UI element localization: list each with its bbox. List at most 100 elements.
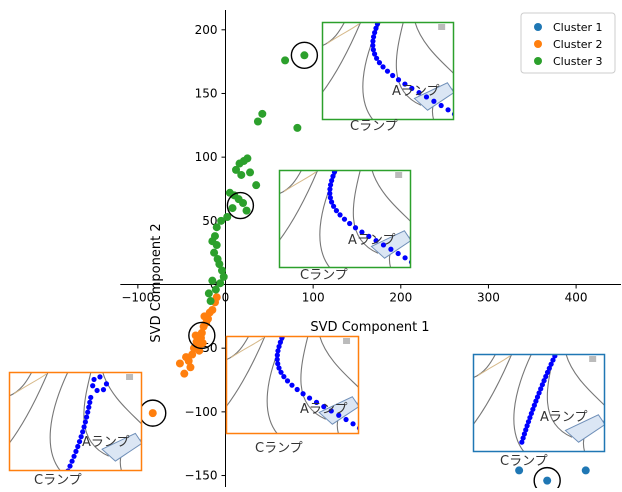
inset-border — [8, 371, 143, 472]
trajectory-dot — [97, 374, 103, 380]
inset-label-c: Cランプ — [350, 119, 398, 134]
trajectory-dots — [370, 22, 454, 117]
trajectory-dot — [275, 348, 281, 354]
inset-map-image — [226, 336, 359, 434]
map-marker — [343, 338, 351, 344]
cluster-2-point — [182, 353, 191, 362]
trajectory-dot — [370, 42, 376, 49]
road-edge — [283, 171, 317, 192]
cluster-2-point — [186, 363, 195, 372]
legend-label: Cluster 3 — [553, 55, 603, 68]
highlight-circle — [533, 466, 561, 492]
trajectory-dot — [330, 173, 336, 179]
trajectory-dot — [395, 250, 401, 257]
trajectory-dot — [289, 382, 295, 388]
trajectory-dot — [402, 255, 408, 261]
trajectory-dot — [536, 390, 542, 396]
trajectory-dot — [388, 246, 394, 252]
trajectory-dot — [321, 404, 327, 410]
map-marker — [395, 172, 403, 178]
legend: Cluster 1 Cluster 2 Cluster 3 — [520, 12, 616, 74]
water-feature — [318, 396, 359, 425]
trajectory-dot — [451, 111, 454, 117]
cluster-3-point — [228, 204, 237, 213]
trajectory-dot — [370, 34, 377, 40]
y-tick-label: 0 — [210, 278, 218, 292]
road-contour — [279, 170, 319, 242]
trajectory-dot — [373, 238, 379, 244]
trajectory-dot — [337, 212, 343, 218]
inset-label-a: Aランプ — [348, 233, 396, 248]
cluster-3-point — [239, 198, 248, 207]
trajectory-dot — [91, 376, 97, 383]
trajectory-dot — [423, 94, 430, 100]
trajectory-dot — [541, 378, 547, 384]
trajectory-dot — [83, 414, 90, 420]
y-tick-label: −150 — [185, 469, 218, 483]
trajectory-dot — [82, 419, 88, 425]
water-feature — [413, 82, 454, 111]
trajectory-dot — [281, 374, 287, 380]
trajectory-dot — [327, 182, 334, 188]
road-contour — [226, 336, 266, 408]
cluster-3-point — [243, 154, 252, 163]
cluster-3-point — [281, 56, 290, 65]
trajectory-dot — [327, 195, 333, 201]
trajectory-dot — [373, 25, 379, 31]
trajectory-dot — [328, 199, 335, 205]
cluster-3-point — [293, 123, 302, 132]
trajectory-dot — [530, 406, 536, 412]
trajectory-dot — [356, 425, 359, 431]
trajectory-dot — [384, 68, 391, 74]
inset-label-a: Aランプ — [392, 84, 440, 99]
cluster-1-point — [543, 476, 552, 485]
x-tick-label: 200 — [389, 291, 412, 305]
cluster-3-point — [217, 216, 226, 225]
road-edge — [477, 355, 511, 376]
water-feature — [564, 414, 605, 443]
trajectory-dot — [539, 382, 545, 388]
trajectory-dot — [327, 190, 333, 197]
trajectory-dot — [329, 177, 335, 184]
cluster-2-point — [191, 331, 200, 340]
trajectory-dot — [372, 29, 378, 36]
trajectory-dot — [445, 107, 451, 113]
x-tick-label: 0 — [222, 291, 230, 305]
trajectory-dot — [528, 410, 534, 417]
inset-map-image — [9, 372, 142, 471]
road-contour — [395, 22, 422, 106]
cluster-1-point — [581, 466, 590, 475]
trajectory-dot — [533, 398, 539, 404]
trajectory-dot — [100, 387, 107, 393]
trajectory-dot — [531, 402, 537, 408]
cluster-3-point — [211, 285, 220, 294]
map-marker — [438, 24, 446, 30]
insets-layer: Aランプ Cランプ Aランプ Cランプ Aランプ Cランプ Aランプ Cランプ Aランプ Cランプ — [8, 21, 606, 488]
trajectory-dot — [519, 439, 525, 445]
trajectory-dot — [277, 339, 283, 345]
trajectory-dot — [438, 102, 444, 109]
legend-marker — [534, 40, 542, 48]
trajectory-dots — [519, 354, 558, 445]
y-tick-label: 150 — [195, 86, 218, 100]
trajectory-dot — [527, 414, 533, 421]
map-marker — [126, 374, 134, 380]
points-layer — [148, 51, 590, 485]
trajectory-dot — [274, 356, 280, 363]
trajectory-dot — [390, 72, 396, 79]
trajectory-dot — [374, 55, 380, 61]
trajectory-dot — [352, 225, 359, 231]
inset-inset-c2-left: Aランプ Cランプ — [8, 371, 143, 488]
y-axis-label: SVD Component 2 — [149, 223, 164, 342]
cluster-3-point — [242, 206, 251, 215]
trajectory-dot — [350, 421, 356, 427]
trajectory-dot — [71, 453, 77, 459]
inset-map-image — [322, 22, 454, 120]
x-tick-label: 300 — [477, 291, 500, 305]
trajectory-dot — [103, 381, 110, 387]
x-tick-label: 100 — [302, 291, 325, 305]
inset-label-c: Cランプ — [255, 441, 303, 456]
trajectory-dot — [408, 259, 411, 265]
road-contour — [322, 22, 362, 94]
inset-label-a: Aランプ — [540, 410, 588, 425]
